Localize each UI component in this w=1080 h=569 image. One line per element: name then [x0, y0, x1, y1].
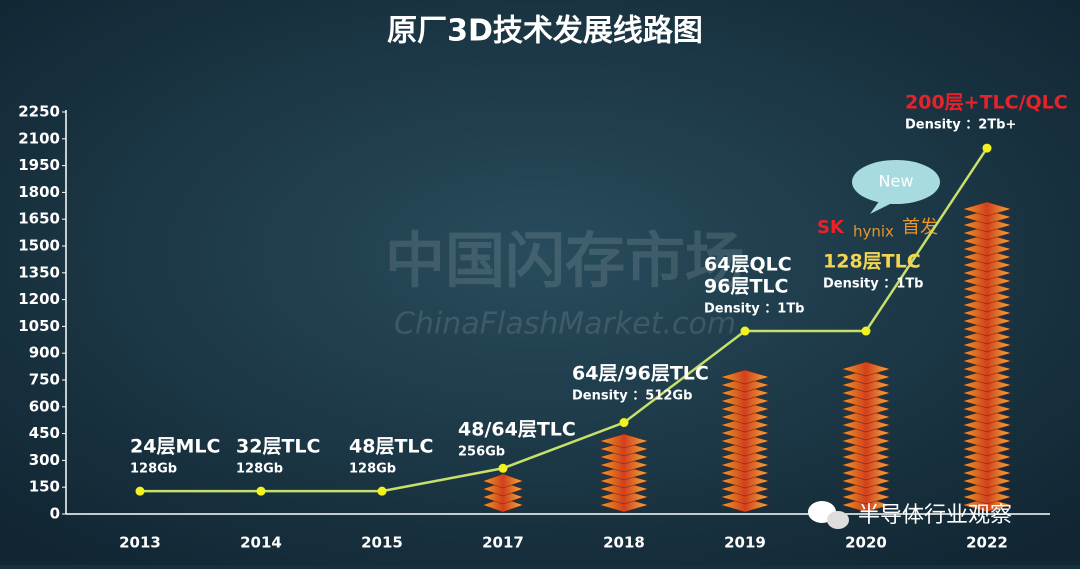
annotation: Density ：1Tb: [704, 302, 805, 317]
annotation: 64层/96层TLC: [572, 363, 709, 385]
x-tick-label: 2020: [845, 534, 887, 552]
badge: New: [879, 172, 914, 191]
brand-logo: SK: [817, 217, 845, 238]
y-tick-label: 1950: [18, 156, 60, 174]
point: [498, 463, 508, 473]
brand-note: 首发: [902, 217, 938, 238]
annotation: Density ：2Tb+: [905, 118, 1016, 133]
x-tick-label: 2014: [240, 534, 282, 552]
x-tick-label: 2015: [361, 534, 403, 552]
annotation: 48层TLC: [349, 436, 433, 458]
annotation: 128层TLC: [823, 251, 921, 273]
y-tick-label: 1650: [18, 210, 60, 228]
y-tick-label: 1200: [18, 290, 60, 308]
annotation: 128Gb: [349, 462, 396, 477]
y-tick-label: 1800: [18, 183, 60, 201]
y-tick-label: 1350: [18, 263, 60, 281]
y-tick-label: 150: [29, 478, 60, 496]
chart-title: 原厂3D技术发展线路图: [387, 14, 703, 49]
annotation: 128Gb: [236, 462, 283, 477]
point: [256, 486, 266, 496]
x-tick-label: 2018: [603, 534, 645, 552]
brand-name: hynix: [853, 223, 894, 241]
x-tick-label: 2019: [724, 534, 766, 552]
annotation: Density ：1Tb: [823, 277, 924, 292]
y-tick-label: 300: [29, 451, 60, 469]
annotation: 32层TLC: [236, 436, 320, 458]
y-tick-label: 900: [29, 344, 60, 362]
bubble-tail: [870, 200, 892, 214]
chip: [962, 201, 1012, 217]
y-tick-label: 1500: [18, 237, 60, 255]
new-bubble: [852, 160, 940, 204]
annotation: 24层MLC: [130, 436, 220, 458]
y-tick-label: 2100: [18, 129, 60, 147]
annotation: Density ：512Gb: [572, 389, 692, 404]
annotation: 96层TLC: [704, 276, 788, 298]
point: [740, 326, 750, 336]
point: [377, 486, 387, 496]
annotation: 256Gb: [458, 445, 505, 460]
y-tick-label: 2250: [18, 103, 60, 121]
y-tick-label: 450: [29, 424, 60, 442]
line: [140, 147, 989, 493]
annotation: 200层+TLC/QLC: [905, 92, 1068, 114]
wechat-icon: [808, 501, 849, 529]
watermark: ChinaFlashMarket.com: [394, 307, 736, 342]
y-tick-label: 600: [29, 397, 60, 415]
x-tick-label: 2017: [482, 534, 524, 552]
point: [619, 418, 629, 428]
x-tick-label: 2013: [119, 534, 161, 552]
annotation: 64层QLC: [704, 254, 792, 276]
point: [135, 486, 145, 496]
chip: [482, 473, 524, 489]
point: [982, 143, 992, 153]
watermark: 中国闪存市场: [385, 227, 745, 297]
x-tick-label: 2022: [966, 534, 1008, 552]
chip-stacks: [482, 201, 1012, 513]
source: 半导体行业观察: [858, 503, 1012, 528]
annotation: 128Gb: [130, 462, 177, 477]
annotation: 48/64层TLC: [458, 419, 576, 441]
y-tick-label: 750: [29, 371, 60, 389]
chip: [720, 369, 770, 385]
y-tick-label: 0: [50, 505, 60, 523]
chip: [599, 433, 649, 449]
y-tick-label: 1050: [18, 317, 60, 335]
chip: [841, 361, 891, 377]
point: [861, 326, 871, 336]
